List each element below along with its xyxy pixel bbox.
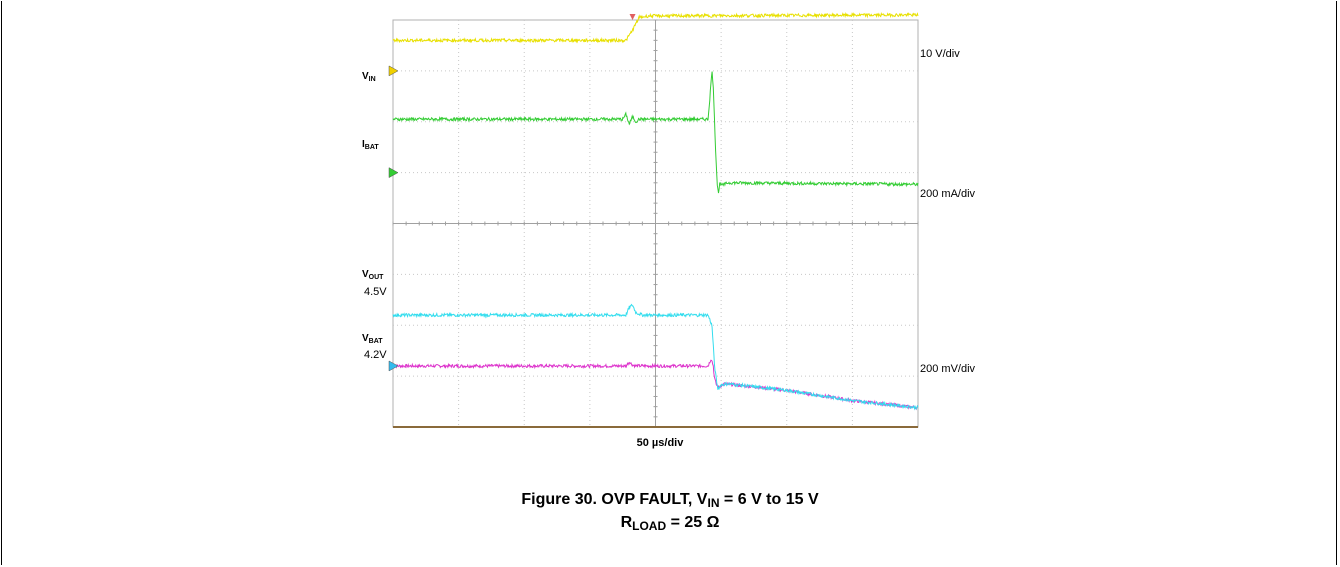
trace-vout bbox=[392, 303, 919, 411]
vin-scale-label: 10 V/div bbox=[920, 48, 960, 60]
ibat-scale-label: 200 mA/div bbox=[920, 188, 976, 200]
vin-label: VIN bbox=[362, 71, 376, 83]
trace-vin bbox=[392, 11, 919, 44]
vout-value: 4.5V bbox=[364, 286, 387, 298]
vin-ground-marker bbox=[388, 65, 399, 77]
ibat-ground-marker bbox=[388, 167, 399, 179]
vbat-value: 4.2V bbox=[364, 349, 387, 361]
trace-vbat bbox=[392, 359, 919, 411]
timebase-label: 50 µs/div bbox=[636, 437, 684, 449]
ibat-label: IBAT bbox=[362, 139, 379, 151]
vout-ground-marker bbox=[388, 360, 399, 372]
trigger-position-marker bbox=[629, 14, 636, 20]
vbat-label: VBAT bbox=[362, 333, 383, 345]
figure-caption-line2: RLOAD = 25 Ω bbox=[620, 514, 720, 533]
trace-ibat bbox=[392, 71, 919, 194]
vbat-scale-label: 200 mV/div bbox=[920, 363, 976, 375]
vout-label: VOUT bbox=[362, 269, 384, 281]
figure-caption-line1: Figure 30. OVP FAULT, VIN = 6 V to 15 V bbox=[521, 491, 819, 510]
